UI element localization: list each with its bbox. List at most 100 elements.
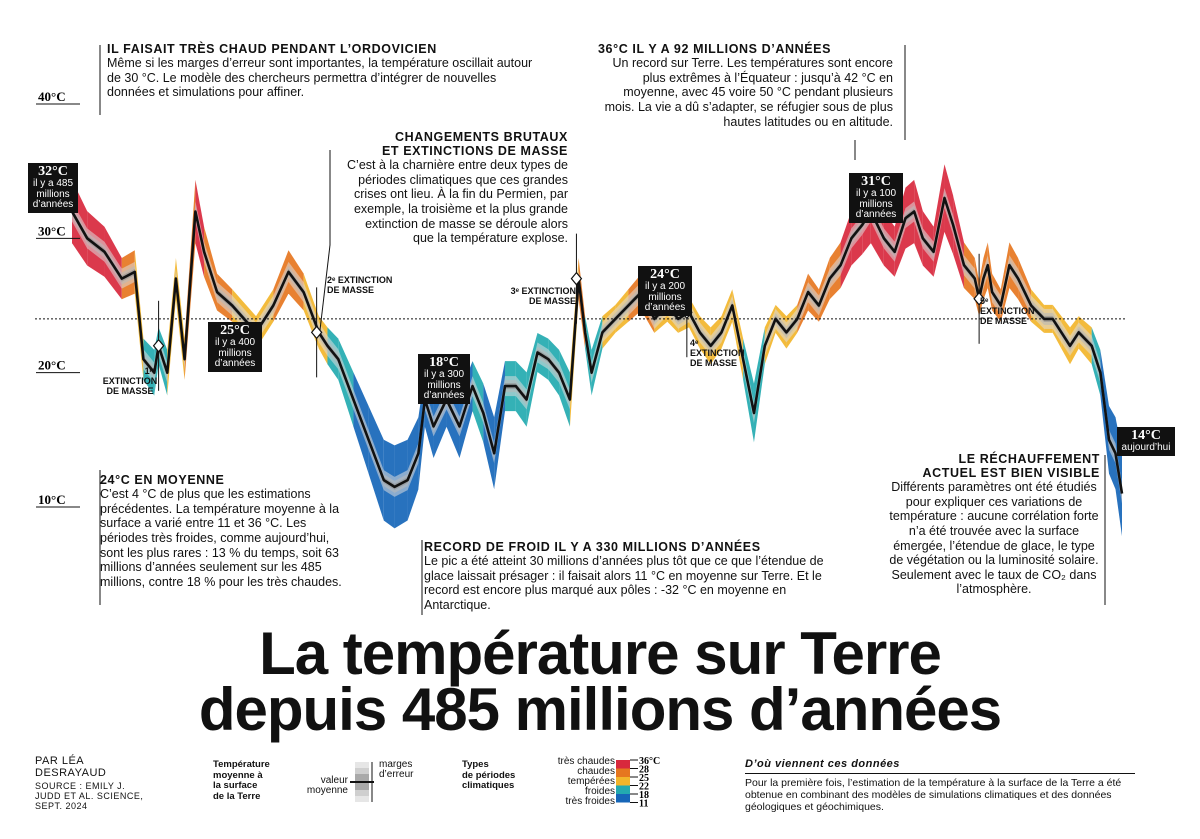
badge-300: 18°C il y a 300 millions d’années: [418, 354, 470, 404]
legend-type-names: très chaudes chaudes tempérées froides très …: [535, 757, 615, 807]
callout-ordovicien: IL FAISAIT TRÈS CHAUD PENDANT L’ORDOVICI…: [107, 42, 537, 100]
legend-uncertainty-swatch: [350, 762, 374, 802]
headline-line1: La température sur Terre: [259, 620, 942, 687]
y-tick-label: 40°C: [38, 89, 66, 104]
callout-changements-title2: ET EXTINCTIONS DE MASSE: [381, 144, 568, 158]
extinction-4-label: 4ᵉ EXTINCTION DE MASSE: [690, 338, 745, 368]
callout-record-chaud-title: 36°C IL Y A 92 MILLIONS D’ANNÉES: [598, 42, 832, 56]
badge-400-l2: millions: [218, 347, 252, 359]
legend-valeur-l1: valeur: [320, 775, 348, 786]
legend-valeur-l2: moyenne: [306, 785, 348, 796]
extinction-3-label: 3ᵉ EXTINCTION DE MASSE: [500, 286, 576, 306]
badge-300-l3: d’années: [423, 390, 465, 401]
badge-485-l3: d’années: [32, 199, 74, 210]
badge-400-temp: 25°C: [220, 323, 250, 338]
legend-scale-label: 11: [639, 799, 648, 808]
callout-changements-title1: CHANGEMENTS BRUTAUX: [395, 130, 568, 144]
extinction-4-l1: 4ᵉ: [690, 338, 699, 348]
badge-200: 24°C il y a 200 millions d’années: [638, 266, 692, 316]
extinction-marker: [973, 291, 985, 306]
callout-record-froid-title: RECORD DE FROID IL Y A 330 MILLIONS D’AN…: [424, 540, 761, 554]
legend-type-name: tempérées: [567, 776, 615, 787]
badge-today-l1: aujourd’hui: [1121, 442, 1171, 453]
badge-300-l2: millions: [427, 379, 461, 391]
credits: PAR LÉA DESRAYAUD SOURCE : EMILY J. JUDD…: [35, 755, 143, 811]
badge-300-temp: 18°C: [429, 355, 459, 370]
callout-moyenne-title: 24°C EN MOYENNE: [100, 473, 225, 487]
legend-marges-l1: marges: [379, 759, 413, 770]
badge-200-temp: 24°C: [650, 267, 680, 282]
callout-changements-body: C’est à la charnière entre deux types de…: [347, 158, 568, 246]
callout-record-chaud: 36°C IL Y A 92 MILLIONS D’ANNÉES Un reco…: [598, 42, 893, 129]
author-line2: DESRAYAUD: [35, 767, 107, 779]
legend-type-swatch: [616, 794, 630, 803]
badge-200-l2: millions: [648, 291, 682, 303]
data-source-rule: [745, 773, 1135, 774]
data-source-title: D’où viennent ces données: [745, 758, 900, 770]
legend-type-swatch: [616, 768, 630, 777]
source-line3: SEPT. 2024: [35, 801, 88, 811]
legend-type-name: très froides: [565, 796, 615, 807]
extinction-2-label: 2ᵉ EXTINCTION DE MASSE: [327, 275, 392, 295]
legend-type-name: très chaudes: [557, 756, 615, 767]
extinction-5-l1: 5ᵉ: [980, 296, 989, 306]
badge-485-l1: il y a 485: [32, 178, 74, 189]
extinction-5-l3: DE MASSE: [980, 316, 1028, 326]
y-tick-label: 10°C: [38, 492, 66, 507]
legend-scale-label: 28: [639, 765, 649, 776]
callout-ordovicien-body: Même si les marges d’erreur sont importa…: [107, 56, 533, 100]
badge-485: 32°C il y a 485 millions d’années: [28, 163, 78, 213]
data-source-body: Pour la première fois, l’estimation de l…: [745, 777, 1122, 813]
badge-100-temp: 31°C: [861, 174, 891, 189]
legend-types-t1: Types: [462, 759, 489, 770]
extinction-marker: [152, 338, 165, 353]
legend-type-name: chaudes: [577, 766, 615, 777]
y-tick-label: 20°C: [38, 358, 66, 373]
legend-marges-l2: d’erreur: [379, 769, 414, 780]
legend-scale-label: 22: [639, 782, 649, 793]
badge-485-l2: millions: [36, 188, 70, 200]
legend-type-swatch: [616, 760, 630, 769]
extinction-2-l2: DE MASSE: [327, 285, 375, 295]
badge-400-l3: d’années: [214, 358, 256, 369]
legend-types-t2: de périodes: [462, 769, 516, 781]
badge-today: 14°C aujourd’hui: [1117, 427, 1175, 456]
legend-mean: Température moyenne à la surface de la T…: [213, 759, 270, 802]
extinction-3-l2: DE MASSE: [528, 296, 576, 306]
extinction-1-l3: DE MASSE: [106, 386, 154, 396]
extinction-5-l2: EXTINCTION: [980, 306, 1035, 316]
headline-line2: depuis 485 millions d’années: [198, 676, 1002, 743]
badge-100-l2: millions: [859, 198, 893, 210]
callout-moyenne-body: C’est 4 °C de plus que les estimations p…: [100, 487, 342, 589]
extinction-4-l2: EXTINCTION: [690, 348, 745, 358]
badge-today-temp: 14°C: [1131, 428, 1161, 443]
badge-100-l1: il y a 100: [855, 188, 897, 199]
badge-400: 25°C il y a 400 millions d’années: [208, 322, 262, 372]
author-line1: PAR LÉA: [35, 755, 85, 767]
callout-rechauffement-title1: LE RÉCHAUFFEMENT: [958, 452, 1100, 466]
callout-record-chaud-body: Un record sur Terre. Les températures so…: [604, 56, 893, 129]
badge-100-l3: d’années: [855, 209, 897, 220]
callout-rechauffement-title2: ACTUEL EST BIEN VISIBLE: [922, 466, 1100, 480]
legend-scale-label: 36°C: [639, 757, 660, 767]
badge-200-l1: il y a 200: [644, 281, 686, 292]
extinction-1-label: 1ʳᵉ EXTINCTION DE MASSE: [98, 366, 162, 396]
legend-scale-label: 18: [639, 790, 649, 801]
legend-type-swatch: [616, 785, 630, 794]
legend-scale-label: 25: [639, 773, 649, 784]
legend-type-swatch: [616, 777, 630, 786]
extinction-1-l2: EXTINCTION: [102, 376, 158, 386]
legend-types: Types de périodes climatiques: [462, 759, 516, 792]
leader-line: [319, 244, 331, 331]
legend-mean-t2: moyenne à: [213, 769, 263, 781]
callout-rechauffement-body: Différents paramètres ont été étudiés po…: [889, 480, 1099, 597]
callout-moyenne: 24°C EN MOYENNE C’est 4 °C de plus que l…: [100, 473, 345, 589]
badge-300-l1: il y a 300: [423, 369, 465, 380]
source-line2: JUDD ET AL. SCIENCE,: [35, 791, 144, 801]
y-axis-ticks: 40°C 30°C 20°C 10°C: [36, 89, 80, 508]
data-source-box: D’où viennent ces données Pour la premiè…: [745, 758, 1135, 813]
callout-ordovicien-title: IL FAISAIT TRÈS CHAUD PENDANT L’ORDOVICI…: [107, 42, 437, 56]
extinction-3-l1: 3ᵉ EXTINCTION: [510, 286, 576, 296]
legend-mean-t1: Température: [213, 759, 270, 770]
